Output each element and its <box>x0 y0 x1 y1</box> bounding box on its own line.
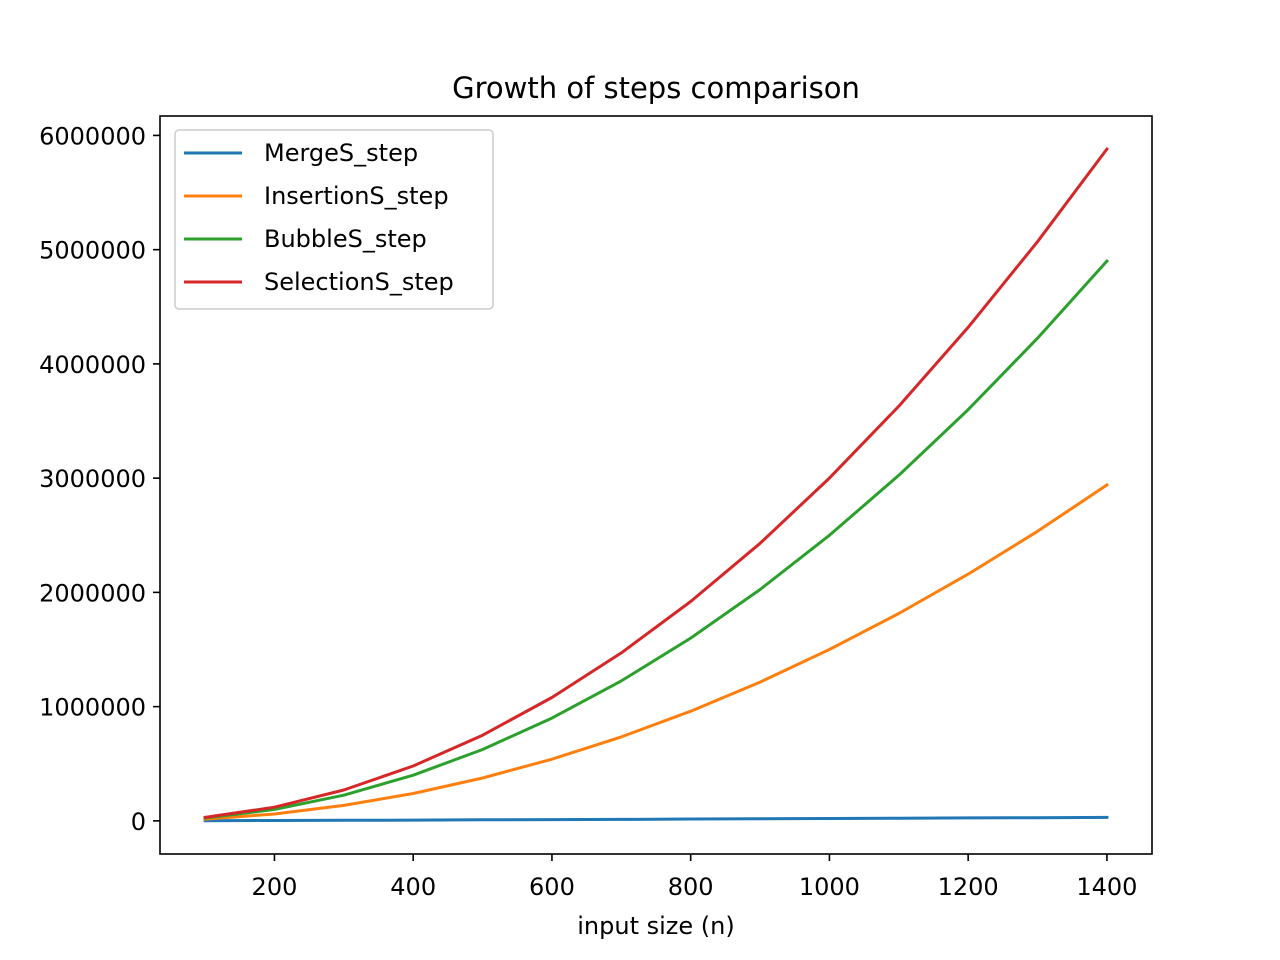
series-line-merges-step <box>203 815 1109 823</box>
y-tick-label: 5000000 <box>39 237 146 265</box>
series-line-insertions-step <box>203 482 1109 821</box>
x-tick-label: 400 <box>390 873 436 901</box>
x-tick-label: 600 <box>529 873 575 901</box>
series-line-selections-step <box>203 147 1109 820</box>
y-tick-label: 1000000 <box>39 694 146 722</box>
legend-label-bubbles-step: BubbleS_step <box>264 225 427 253</box>
series-lines <box>203 147 1110 823</box>
chart-title: Growth of steps comparison <box>452 71 860 105</box>
y-tick-label: 0 <box>131 808 146 836</box>
y-tick-label: 4000000 <box>39 351 146 379</box>
legend-label-selections-step: SelectionS_step <box>264 268 454 296</box>
y-tick-label: 6000000 <box>39 122 146 150</box>
y-tick-label: 3000000 <box>39 465 146 493</box>
legend-label-insertions-step: InsertionS_step <box>264 182 449 210</box>
series-line-bubbles-step <box>203 258 1110 820</box>
legend-label-merges-step: MergeS_step <box>264 139 418 167</box>
x-tick-label: 1200 <box>938 873 999 901</box>
x-axis-ticks: 200 400 600 800 1000 1200 1400 <box>252 854 1137 901</box>
legend: MergeS_step InsertionS_step BubbleS_step Se… <box>174 129 494 310</box>
legend-box <box>174 129 494 310</box>
y-tick-label: 2000000 <box>39 579 146 607</box>
x-tick-label: 200 <box>252 873 298 901</box>
x-axis-label: input size (n) <box>577 912 734 940</box>
x-tick-label: 1000 <box>799 873 860 901</box>
x-tick-label: 1400 <box>1076 873 1137 901</box>
y-axis-ticks: 0 1000000 2000000 3000000 4000000 5000000 6000… <box>39 122 160 836</box>
plot-frame <box>159 115 1153 855</box>
x-tick-label: 800 <box>668 873 714 901</box>
